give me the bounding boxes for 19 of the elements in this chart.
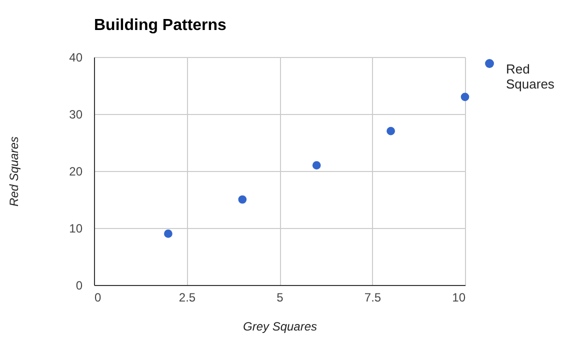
x-tick-label: 7.5 (364, 290, 382, 304)
y-tick-label: 10 (69, 222, 83, 236)
point (164, 230, 172, 238)
y-tick-label: 20 (69, 164, 83, 178)
y-tick-label: 40 (69, 50, 83, 64)
point (460, 92, 470, 102)
legend-label: Red Squares (506, 62, 555, 92)
x-tick-label: 5 (276, 290, 284, 304)
point (386, 126, 395, 136)
y-tick-label: 30 (69, 108, 83, 122)
point (238, 195, 247, 204)
y-tick-label: 0 (76, 278, 83, 292)
point (312, 161, 321, 170)
x-tick-label: 0 (94, 290, 102, 304)
x-axis-title: Grey Squares (242, 320, 318, 334)
x-tick-label: 10 (452, 290, 466, 304)
y-axis-title: Red Squares (7, 136, 22, 207)
x-tick-label: 2.5 (178, 290, 196, 304)
chart-title: Building Patterns (94, 17, 227, 34)
